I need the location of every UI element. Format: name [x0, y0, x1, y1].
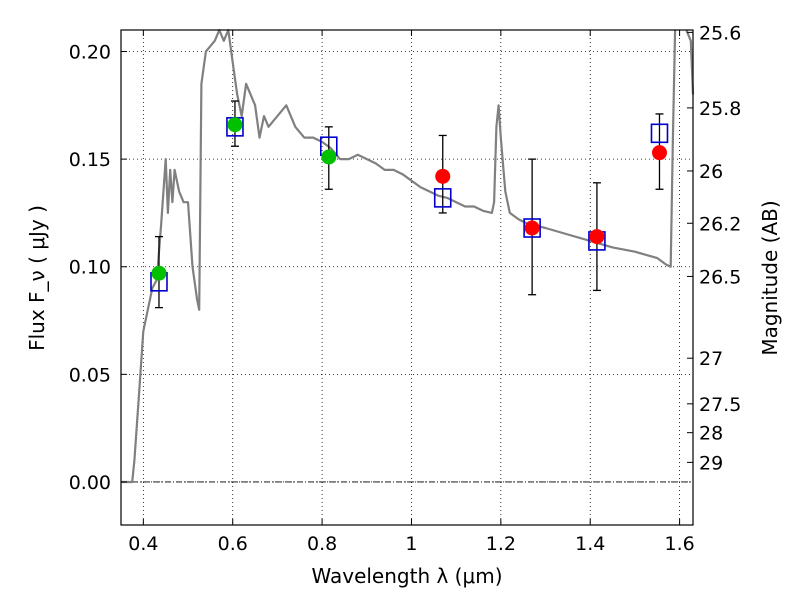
x-tick-label: 0.6: [218, 533, 248, 555]
y2-tick-label: 29: [699, 452, 723, 474]
error-bars: [154, 100, 664, 309]
x-tick-label: 0.8: [307, 533, 337, 555]
observed-point-red: [435, 168, 451, 184]
y2-tick-label: 25.8: [699, 98, 741, 120]
y2-axis-label: Magnitude (AB): [758, 200, 782, 355]
y2-tick-label: 25.6: [699, 22, 741, 44]
y2-tick-label: 27.5: [699, 394, 741, 416]
tick-labels: 0.4 0.6 0.8 1 1.2 1.4 1.6 0.00 0.05 0.10 0.15 0.20 2…: [69, 22, 742, 555]
y-tick-label: 0.20: [69, 42, 111, 64]
x-tick-label: 0.4: [128, 533, 158, 555]
y2-tick-label: 26.5: [699, 266, 741, 288]
observed-point-green: [321, 149, 337, 165]
y-tick-label: 0.10: [69, 257, 111, 279]
y2-tick-label: 27: [699, 348, 723, 370]
model-sed-line: [121, 28, 677, 484]
x-tick-label: 1: [405, 533, 417, 555]
grid: [121, 30, 693, 525]
x-axis-label: Wavelength λ (μm): [311, 564, 502, 588]
model-band-square: [523, 218, 541, 238]
model-band-square: [650, 123, 669, 144]
observed-point-green: [227, 117, 243, 133]
y-tick-label: 0.00: [69, 472, 111, 494]
x-tick-label: 1.6: [664, 533, 694, 555]
observed-point-red: [589, 229, 605, 245]
model-band-square: [433, 188, 452, 208]
y-axis-label: Flux F_ν ( μJy ): [25, 205, 49, 351]
y2-tick-label: 28: [699, 423, 723, 445]
observed-point-red: [651, 145, 667, 161]
y-tick-label: 0.15: [69, 149, 111, 171]
series: [121, 28, 695, 484]
observed-point-red: [524, 220, 540, 236]
x-tick-label: 1.2: [486, 533, 516, 555]
x-tick-label: 1.4: [575, 533, 605, 555]
ticks: [121, 30, 693, 525]
model-sed-line: [685, 29, 695, 95]
y2-tick-label: 26: [699, 161, 723, 183]
y-tick-label: 0.05: [69, 364, 111, 386]
y2-tick-label: 26.2: [699, 213, 741, 235]
plot-frame: [120, 29, 694, 526]
markers: [150, 117, 669, 292]
observed-point-green: [151, 265, 167, 281]
